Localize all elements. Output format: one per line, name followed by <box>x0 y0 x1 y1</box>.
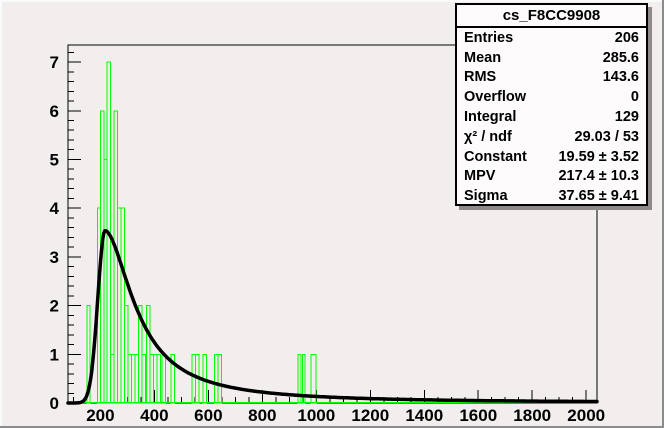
histogram-bar <box>146 305 151 404</box>
y-axis-tick-label: 4 <box>50 199 60 218</box>
stats-row: Constant 19.59 ± 3.52 <box>457 147 646 167</box>
stats-row: Overflow 0 <box>457 87 646 107</box>
x-axis-tick-label: 400 <box>140 406 168 425</box>
canvas-bevel-left <box>0 0 2 428</box>
stats-value: 129 <box>614 109 639 126</box>
stats-label: Entries <box>464 29 514 46</box>
histogram-bar <box>120 207 126 404</box>
y-axis-tick-label: 1 <box>50 345 59 364</box>
x-axis-tick-label: 800 <box>248 406 276 425</box>
y-axis-tick-label: 7 <box>50 53 59 72</box>
histogram-bar <box>170 353 175 404</box>
histogram-bar <box>297 353 302 404</box>
y-axis-tick-label: 2 <box>50 297 59 316</box>
stats-row: Mean 285.6 <box>457 48 646 68</box>
fit-curve <box>66 228 599 405</box>
y-axis-tick-label: 6 <box>50 102 59 121</box>
stats-label: Constant <box>464 148 527 165</box>
x-axis-tick-label: 1800 <box>513 406 551 425</box>
stats-value: 217.4 ± 10.3 <box>558 168 639 185</box>
histogram-bar <box>117 207 122 404</box>
stats-value: 0 <box>630 89 639 106</box>
stats-row: χ² / ndf 29.03 / 53 <box>457 127 646 147</box>
canvas-bevel-top <box>0 0 664 2</box>
stats-row: MPV 217.4 ± 10.3 <box>457 167 646 187</box>
stats-label: Sigma <box>464 188 508 205</box>
histogram-bar <box>302 353 306 404</box>
y-axis-tick-label: 3 <box>50 248 59 267</box>
stats-value: 29.03 / 53 <box>574 128 640 145</box>
stats-label: MPV <box>464 168 496 185</box>
stats-value: 19.59 ± 3.52 <box>558 148 639 165</box>
canvas-bevel-right <box>662 0 664 428</box>
x-axis-tick-label: 1000 <box>297 406 335 425</box>
histogram-bar <box>161 353 166 404</box>
histogram-bar <box>191 353 196 404</box>
histogram-bar <box>149 353 155 404</box>
x-axis-tick-label: 1400 <box>405 406 443 425</box>
histogram-bar <box>131 353 136 404</box>
stats-label: χ² / ndf <box>464 128 512 145</box>
canvas-bevel-bottom <box>0 426 664 428</box>
histogram-bar <box>110 353 115 404</box>
histogram-bar <box>127 353 133 404</box>
stats-row: RMS 143.6 <box>457 68 646 88</box>
stats-label: Mean <box>464 49 502 66</box>
y-axis-tick-label: 5 <box>50 150 59 169</box>
stats-box: cs_F8CC9908 Entries 206 Mean 285.6 RMS 1… <box>455 3 648 206</box>
histogram-bar <box>141 353 147 404</box>
histogram-bar <box>86 305 91 404</box>
histogram-bar <box>310 353 317 404</box>
x-axis-tick-label: 1200 <box>351 406 389 425</box>
histogram-bar <box>156 353 162 404</box>
stats-label: Overflow <box>464 89 527 106</box>
stats-rows: Entries 206 Mean 285.6 RMS 143.6 Overflo… <box>457 28 646 206</box>
stats-label: Integral <box>464 109 517 126</box>
x-axis-tick-label: 600 <box>194 406 222 425</box>
x-axis-tick-label: 1600 <box>459 406 497 425</box>
y-axis-tick-label: 0 <box>50 394 59 413</box>
stats-row: Integral 129 <box>457 107 646 127</box>
stats-value: 143.6 <box>602 69 639 86</box>
histogram-bar <box>134 353 140 404</box>
stats-title: cs_F8CC9908 <box>457 5 646 28</box>
stats-value: 37.65 ± 9.41 <box>558 188 639 205</box>
stats-row: Entries 206 <box>457 28 646 48</box>
x-axis-tick-label: 2000 <box>567 406 605 425</box>
histogram-bar <box>213 353 219 404</box>
x-axis-tick-label: 200 <box>86 406 114 425</box>
stats-label: RMS <box>464 69 497 86</box>
histogram-bar <box>124 305 129 404</box>
stats-value: 206 <box>614 29 639 46</box>
stats-row: Sigma 37.65 ± 9.41 <box>457 186 646 206</box>
histogram-bar <box>217 353 222 404</box>
stats-value: 285.6 <box>602 49 639 66</box>
